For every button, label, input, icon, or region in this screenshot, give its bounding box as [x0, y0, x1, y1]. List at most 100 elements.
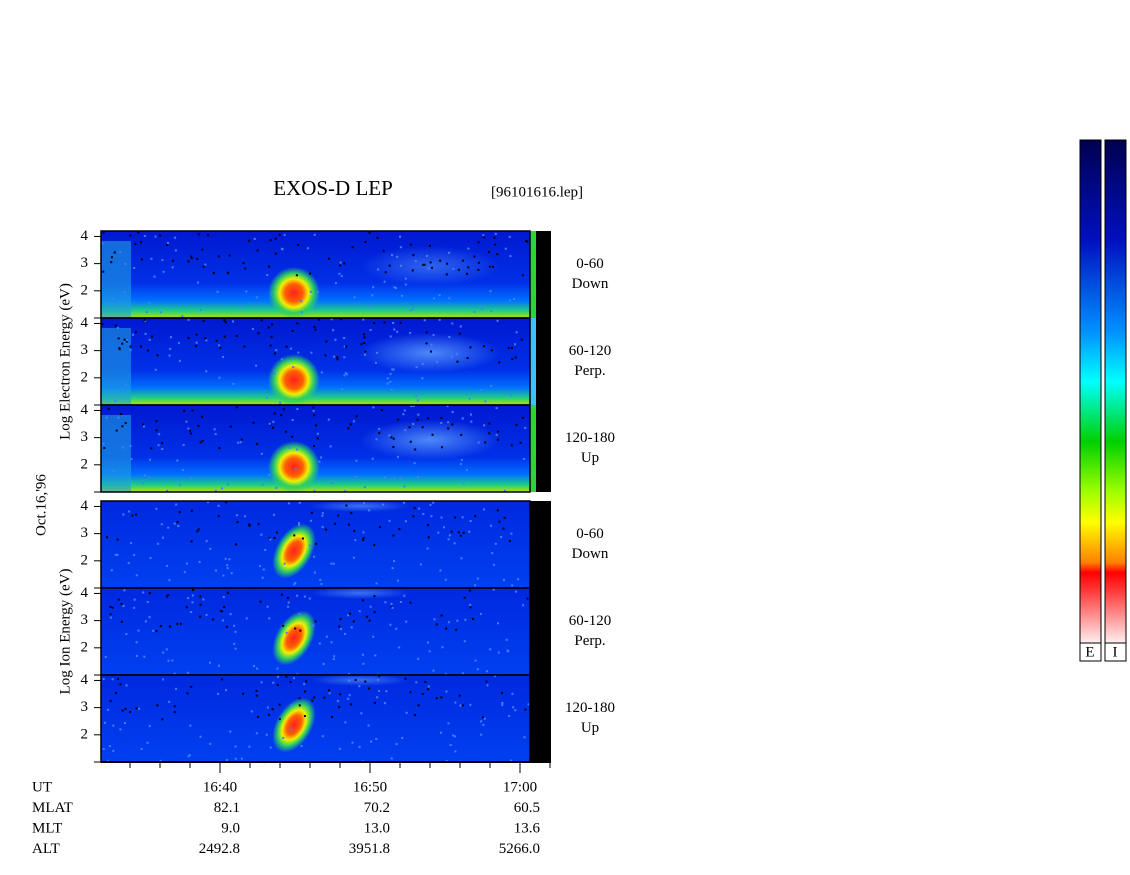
spectrogram-noise	[253, 664, 256, 667]
spectrogram-noise	[124, 262, 127, 265]
spectrogram-noise	[510, 532, 513, 535]
spectrogram-noise	[161, 448, 164, 451]
spectrogram-noise	[146, 741, 149, 744]
spectrogram-noise	[217, 255, 220, 258]
spectrogram-noise	[347, 697, 350, 700]
spectrogram-noise	[504, 247, 507, 250]
spectrogram-noise	[477, 261, 480, 264]
spectrogram-noise	[278, 703, 281, 706]
spectrogram-noise	[432, 334, 435, 337]
spectrogram-noise	[399, 600, 402, 603]
spectrogram-noise	[225, 501, 228, 504]
x-tick-label: 17:00	[503, 779, 537, 795]
spectrogram-noise	[491, 265, 494, 268]
spectrogram-noise	[169, 347, 172, 350]
spectrogram-noise	[448, 297, 451, 300]
spectrogram-noise	[393, 286, 396, 289]
spectrogram-noise	[260, 452, 263, 455]
spectrogram-noise	[162, 678, 165, 681]
spectrogram-noise	[459, 325, 462, 328]
spectrogram-noise	[397, 418, 400, 421]
spectrogram-noise	[421, 426, 424, 429]
spectrogram-noise	[175, 503, 178, 506]
spectrogram-noise	[400, 264, 403, 267]
spectrogram-noise	[486, 684, 489, 687]
spectrogram-noise	[369, 329, 372, 332]
y-tick-label: 3	[81, 699, 89, 715]
spectrogram-noise	[273, 369, 276, 372]
spectrogram-noise	[196, 257, 199, 260]
spectrogram-noise	[338, 272, 341, 275]
spectrogram-noise	[396, 455, 399, 458]
footer-label: MLT	[32, 820, 62, 836]
spectrogram-noise	[273, 513, 276, 516]
spectrogram-noise	[119, 728, 122, 731]
spectrogram-noise	[265, 733, 268, 736]
spectrogram-noise	[252, 421, 255, 424]
spectrogram-noise	[310, 511, 313, 514]
spectrogram-noise	[257, 523, 260, 526]
spectrogram-noise	[150, 257, 153, 260]
spectrogram-noise	[148, 338, 151, 341]
spectrogram-noise	[343, 345, 346, 348]
spectrogram-noise	[191, 409, 194, 412]
spectrogram-noise	[401, 736, 404, 739]
spectrogram-noise	[223, 606, 226, 609]
spectrogram-noise	[312, 406, 315, 409]
spectrogram-noise	[133, 554, 136, 557]
y-tick-label: 3	[81, 525, 89, 541]
spectrogram-noise	[502, 578, 505, 581]
spectrogram-noise	[313, 696, 316, 699]
spectrogram-noise	[469, 603, 472, 606]
spectrogram-noise	[333, 655, 336, 658]
spectrogram-noise	[402, 413, 405, 416]
spectrogram-noise	[368, 231, 371, 234]
spectrogram-noise	[204, 337, 207, 340]
spectrogram-noise	[182, 444, 185, 447]
spectrogram-noise	[162, 270, 165, 273]
y-tick-label: 2	[81, 639, 89, 655]
spectrogram-noise	[124, 383, 127, 386]
spectrogram-noise	[461, 704, 464, 707]
spectrogram-noise	[404, 277, 407, 280]
spectrogram-noise	[298, 697, 301, 700]
spectrogram-noise	[255, 364, 258, 367]
spectrogram-noise	[157, 542, 160, 545]
spectrogram-noise	[479, 389, 482, 392]
spectrogram-noise	[121, 342, 124, 345]
spectrogram-noise	[312, 409, 315, 412]
y-tick-label: 4	[81, 672, 89, 688]
spectrogram-noise	[282, 408, 285, 411]
spectrogram-noise	[391, 606, 394, 609]
spectrogram-noise	[377, 268, 380, 271]
spectrogram-noise	[392, 446, 395, 449]
spectrogram-noise	[423, 263, 426, 266]
spectrogram-noise	[129, 349, 132, 352]
spectrogram-noise	[389, 372, 392, 375]
x-tick-label: 16:50	[353, 779, 387, 795]
spectrogram-noise	[226, 564, 229, 567]
spectrogram-noise	[399, 477, 402, 480]
spectrogram-noise	[216, 290, 219, 293]
spectrogram-noise	[304, 690, 307, 693]
spectrogram-noise	[171, 659, 174, 662]
spectrogram-noise	[445, 273, 448, 276]
spectrogram-noise	[229, 613, 232, 616]
spectrogram-noise	[261, 483, 264, 486]
spectrogram-noise	[477, 268, 480, 271]
spectrogram-noise	[256, 667, 259, 670]
spectrogram-wisp	[360, 333, 500, 373]
spectrogram-noise	[159, 311, 162, 314]
spectrogram-noise	[155, 630, 158, 633]
spectrogram-noise	[440, 446, 443, 449]
spectrogram-noise	[363, 502, 366, 505]
spectrogram-noise	[284, 430, 287, 433]
spectrogram-noise	[520, 338, 523, 341]
spectrogram-noise	[266, 706, 269, 709]
spectrogram-noise	[468, 530, 471, 533]
spectrogram-noise	[195, 333, 198, 336]
spectrogram-noise	[276, 683, 279, 686]
spectrogram-noise	[319, 578, 322, 581]
spectrogram-noise	[274, 237, 277, 240]
spectrogram-noise	[275, 531, 278, 534]
